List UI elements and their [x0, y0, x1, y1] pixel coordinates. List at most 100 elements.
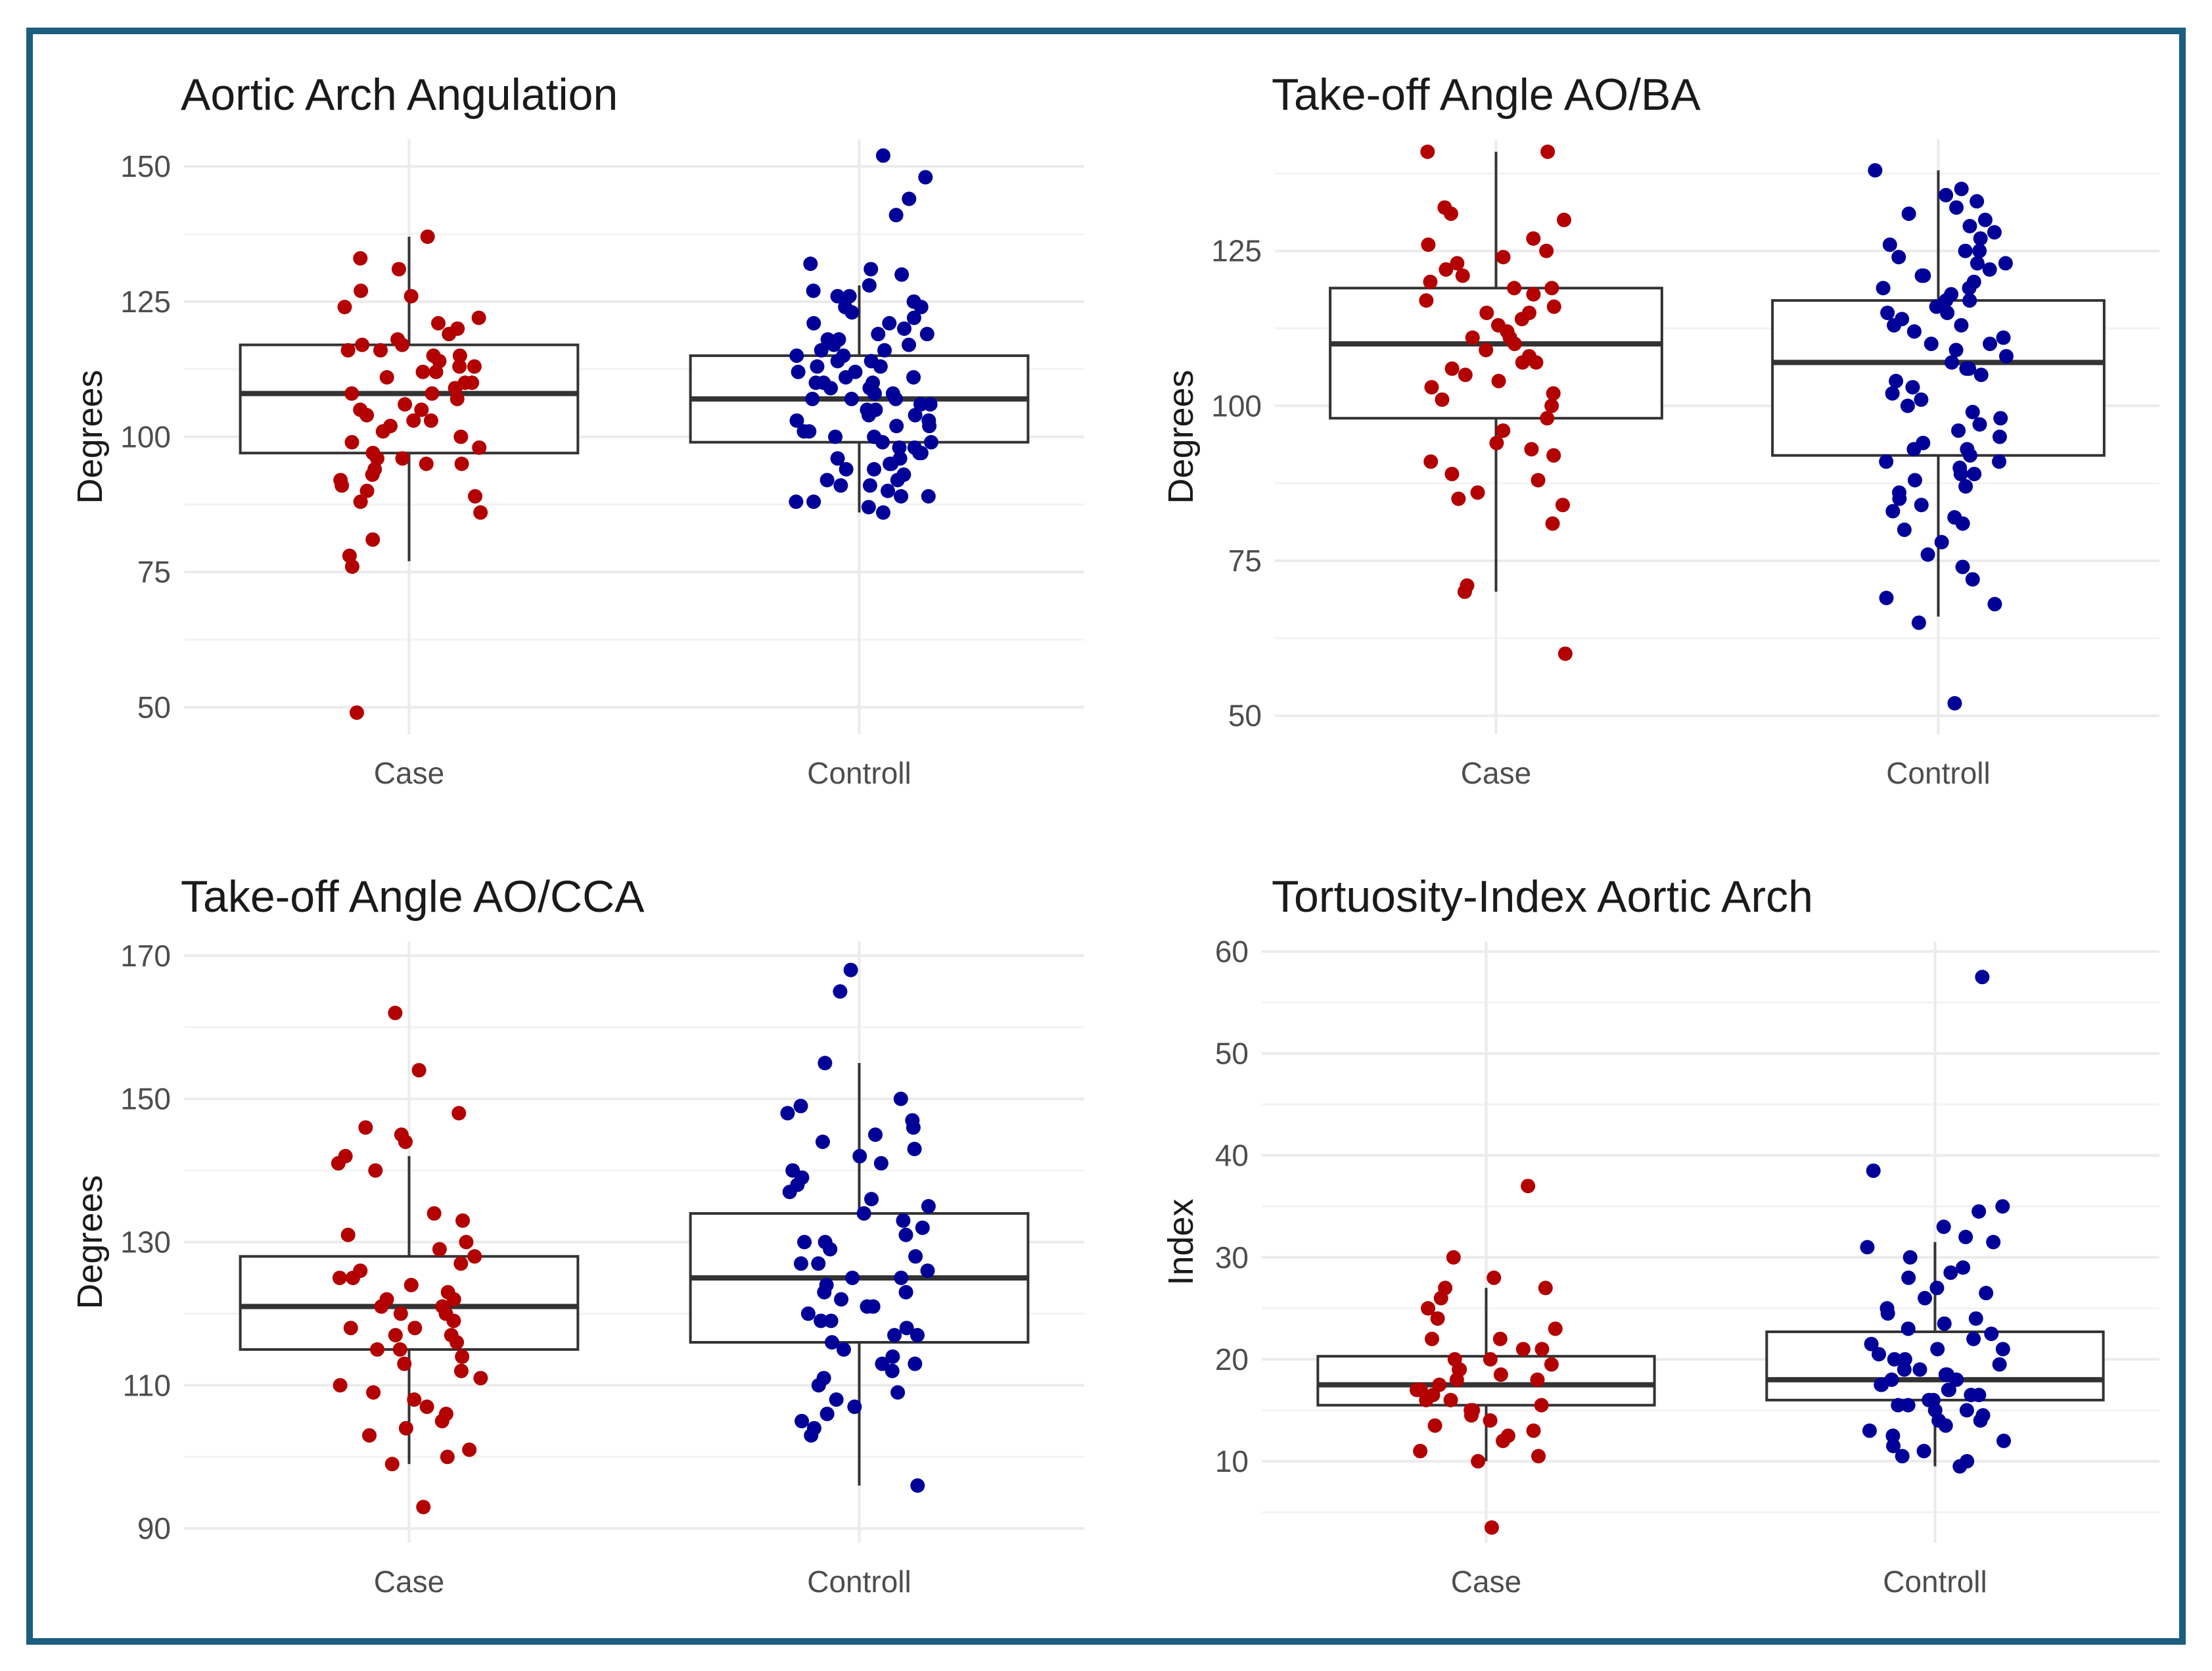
data-point-controll — [791, 364, 806, 379]
y-tick-label: 60 — [1215, 935, 1249, 969]
data-point-case — [395, 337, 410, 352]
data-point-controll — [1965, 404, 1980, 419]
data-point-case — [449, 391, 465, 406]
data-point-controll — [865, 1299, 881, 1314]
data-point-controll — [1911, 615, 1926, 630]
data-point-controll — [1901, 1398, 1916, 1413]
data-point-controll — [1882, 237, 1897, 252]
y-axis-label: Index — [1161, 1198, 1201, 1285]
data-point-case — [1433, 1290, 1448, 1306]
data-point-controll — [828, 429, 843, 444]
data-point-case — [1463, 1408, 1479, 1423]
data-point-controll — [885, 1349, 900, 1364]
data-point-case — [1449, 1372, 1464, 1387]
data-point-case — [448, 381, 463, 396]
data-point-controll — [1920, 547, 1935, 562]
data-point-case — [455, 1349, 470, 1364]
data-point-controll — [1970, 194, 1985, 209]
data-point-case — [451, 1106, 467, 1121]
data-point-case — [1526, 287, 1541, 302]
data-point-case — [1443, 206, 1458, 222]
y-axis-label: Degrees — [1161, 369, 1201, 504]
data-point-case — [449, 1335, 465, 1350]
data-point-controll — [910, 1478, 925, 1493]
data-point-controll — [861, 500, 876, 515]
data-point-case — [446, 1292, 461, 1307]
data-point-case — [375, 424, 390, 439]
data-point-controll — [800, 1306, 816, 1321]
data-point-controll — [843, 962, 858, 977]
data-point-controll — [1967, 467, 1982, 482]
data-point-controll — [1901, 1270, 1916, 1285]
data-point-controll — [830, 289, 845, 304]
data-point-controll — [875, 505, 890, 520]
data-point-controll — [844, 391, 859, 406]
data-point-controll — [1937, 1316, 1952, 1331]
data-point-controll — [819, 1406, 835, 1421]
data-point-controll — [1941, 1382, 1956, 1398]
data-point-case — [425, 386, 440, 401]
data-point-controll — [890, 473, 905, 488]
data-point-controll — [918, 170, 933, 185]
data-point-case — [1540, 144, 1555, 159]
data-point-controll — [1895, 1449, 1910, 1464]
data-point-case — [1423, 454, 1439, 469]
data-point-case — [368, 1163, 383, 1178]
data-point-controll — [1995, 1199, 2010, 1214]
data-point-controll — [908, 1356, 923, 1371]
data-point-controll — [913, 300, 929, 315]
data-point-controll — [1897, 522, 1912, 537]
data-point-case — [407, 1392, 422, 1407]
data-point-controll — [806, 283, 821, 298]
data-point-controll — [1891, 250, 1906, 265]
data-point-controll — [885, 1363, 900, 1378]
data-point-controll — [1971, 1388, 1987, 1403]
data-point-case — [353, 251, 368, 266]
data-point-controll — [894, 267, 910, 282]
data-point-controll — [839, 461, 854, 477]
chart-title: Tortuosity-Index Aortic Arch — [1272, 872, 1813, 922]
data-point-controll — [852, 1148, 867, 1164]
x-tick-label: Controll — [807, 1565, 911, 1599]
y-tick-label: 170 — [120, 939, 171, 973]
data-point-case — [365, 467, 380, 482]
data-point-case — [472, 440, 487, 455]
data-point-case — [419, 456, 434, 471]
data-point-controll — [881, 483, 896, 498]
data-point-case — [1427, 1418, 1442, 1433]
data-point-case — [1539, 243, 1554, 258]
data-point-controll — [1970, 256, 1985, 271]
y-tick-label: 50 — [137, 690, 171, 724]
data-point-case — [426, 1206, 442, 1221]
y-tick-label: 75 — [137, 555, 171, 589]
y-tick-label: 20 — [1215, 1342, 1249, 1377]
chart-title: Take-off Angle AO/BA — [1272, 70, 1701, 120]
box-controll — [1771, 299, 2106, 457]
data-point-case — [1444, 361, 1460, 376]
data-point-case — [359, 408, 375, 423]
data-point-case — [1420, 144, 1435, 159]
data-point-case — [340, 342, 356, 358]
data-point-case — [1557, 646, 1573, 661]
data-point-controll — [1987, 225, 2002, 240]
data-point-controll — [920, 1263, 935, 1279]
data-point-controll — [1885, 1428, 1901, 1444]
data-point-case — [379, 370, 394, 385]
data-point-case — [392, 1342, 407, 1357]
figure-frame: 50 75 100 125 150 Case Controll Aortic Arch Ang… — [26, 28, 2186, 1645]
data-point-controll — [1951, 423, 1966, 438]
data-point-case — [344, 386, 359, 401]
data-point-case — [453, 1256, 469, 1271]
data-point-controll — [1901, 1321, 1916, 1336]
data-point-controll — [906, 310, 921, 325]
data-point-case — [362, 1428, 377, 1443]
data-point-controll — [811, 1256, 826, 1271]
data-point-case — [370, 1342, 385, 1357]
data-point-controll — [890, 1385, 906, 1400]
data-point-case — [1479, 342, 1494, 358]
data-point-case — [1524, 442, 1539, 457]
data-point-controll — [877, 342, 892, 358]
data-point-case — [1496, 1433, 1511, 1448]
data-point-case — [1470, 485, 1485, 500]
x-tick-label: Controll — [1883, 1565, 1987, 1599]
